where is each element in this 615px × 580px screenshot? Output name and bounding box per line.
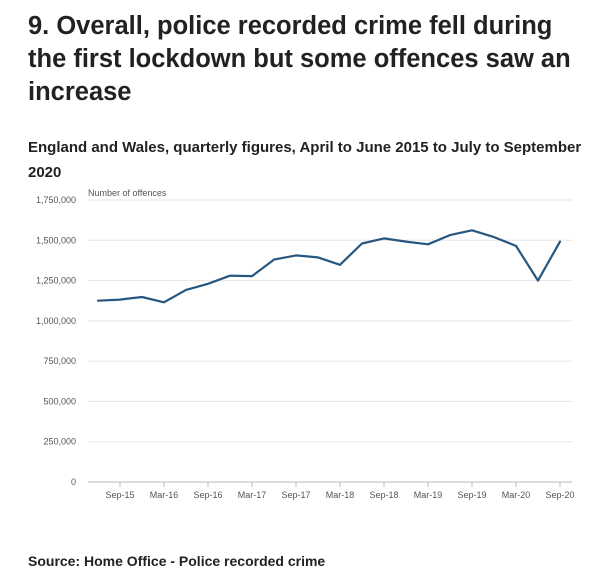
x-tick-label: Sep-16 [193, 490, 222, 500]
chart-subtitle: England and Wales, quarterly figures, Ap… [28, 139, 582, 181]
data-point [207, 283, 209, 285]
series-line [96, 229, 562, 304]
data-point [273, 258, 275, 260]
data-point [405, 240, 407, 242]
y-tick-label: 1,250,000 [36, 276, 76, 286]
y-tick-label: 1,750,000 [36, 195, 76, 205]
data-point [427, 243, 429, 245]
data-point [141, 296, 143, 298]
data-point [97, 300, 99, 302]
source-note: Source: Home Office - Police recorded cr… [28, 553, 326, 569]
chart-title: 9. Overall, police recorded crime fell d… [28, 12, 571, 106]
data-point [493, 236, 495, 238]
y-axis-ticks: 0 250,000 500,000 750,000 1,000,000 1,250,000… [36, 195, 76, 487]
x-tick-label: Sep-15 [105, 490, 134, 500]
data-point [339, 264, 341, 266]
data-point [361, 242, 363, 244]
data-point [317, 256, 319, 258]
x-tick-label: Mar-20 [502, 490, 531, 500]
data-point [185, 289, 187, 291]
data-point [251, 275, 253, 277]
y-tick-label: 500,000 [43, 396, 76, 406]
data-point [383, 237, 385, 239]
x-tick-label: Mar-18 [326, 490, 355, 500]
data-point [449, 234, 451, 236]
data-point [471, 229, 473, 231]
data-point [559, 240, 561, 242]
y-tick-label: 250,000 [43, 437, 76, 447]
x-tick-label: Sep-20 [545, 490, 574, 500]
series-crime [96, 229, 562, 304]
y-tick-label: 0 [71, 477, 76, 487]
x-tick-label: Sep-18 [369, 490, 398, 500]
gridlines [88, 199, 572, 483]
x-tick-label: Mar-19 [414, 490, 443, 500]
x-axis-ticks: Sep-15 Mar-16 Sep-16 Mar-17 Sep-17 Mar-18 Sep-… [105, 482, 575, 500]
data-point [229, 275, 231, 277]
y-tick-label: 1,500,000 [36, 235, 76, 245]
data-point [295, 254, 297, 256]
data-point [515, 245, 517, 247]
data-point [537, 279, 539, 281]
x-tick-label: Sep-17 [281, 490, 310, 500]
data-point [163, 301, 165, 303]
y-tick-label: 750,000 [43, 356, 76, 366]
data-point [119, 298, 121, 300]
y-tick-label: 1,000,000 [36, 316, 76, 326]
x-tick-label: Mar-16 [150, 490, 179, 500]
line-chart: 0 250,000 500,000 750,000 1,000,000 1,250,000… [36, 188, 575, 500]
x-tick-label: Sep-19 [457, 490, 486, 500]
y-axis-label: Number of offences [88, 188, 167, 198]
x-tick-label: Mar-17 [238, 490, 267, 500]
